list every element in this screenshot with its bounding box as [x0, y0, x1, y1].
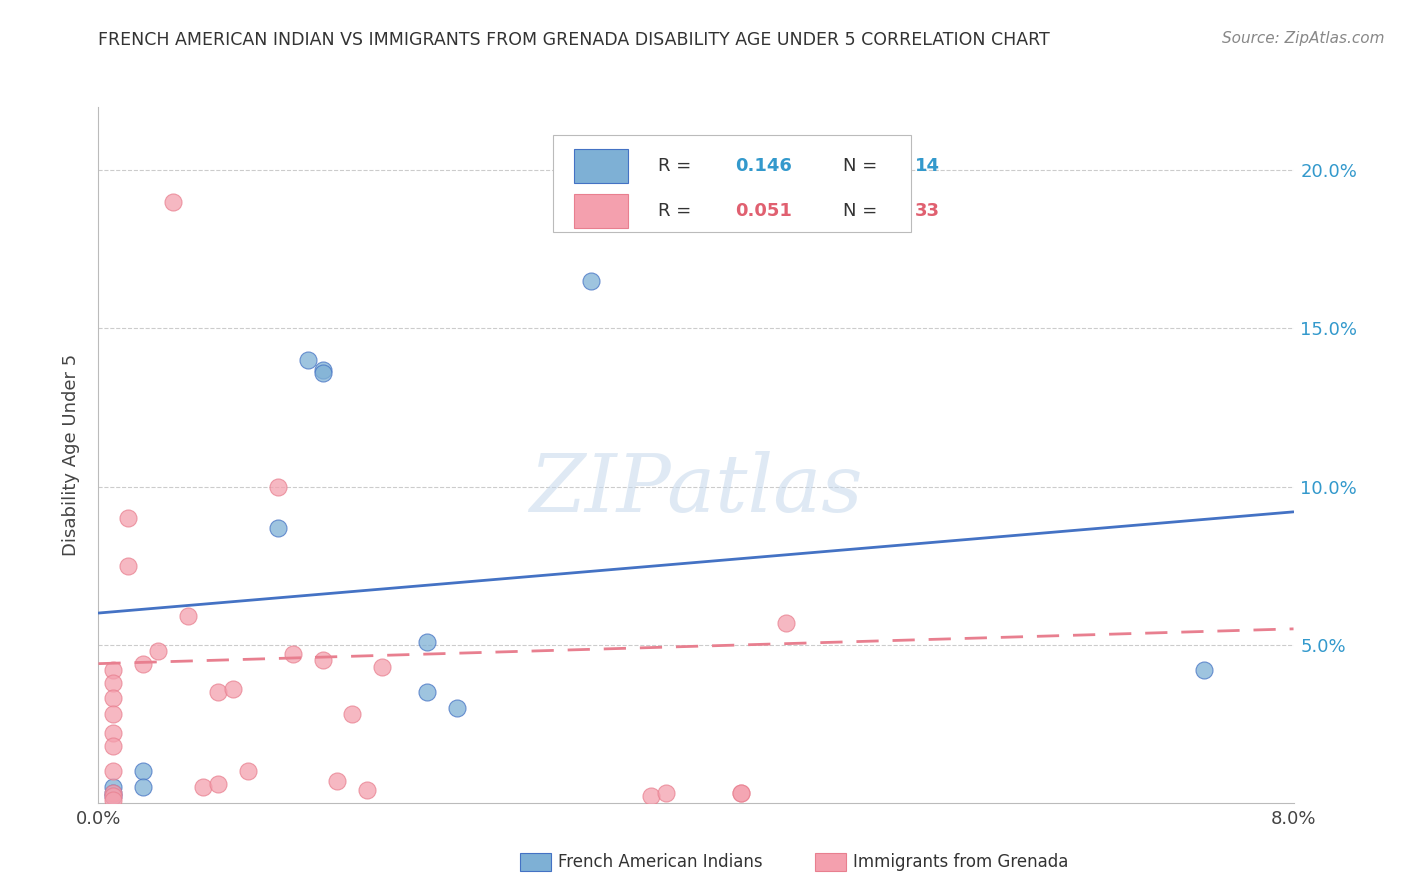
Point — [775, 615, 797, 630]
Point — [311, 366, 333, 380]
Text: FRENCH AMERICAN INDIAN VS IMMIGRANTS FROM GRENADA DISABILITY AGE UNDER 5 CORRELA: FRENCH AMERICAN INDIAN VS IMMIGRANTS FRO… — [98, 31, 1050, 49]
Point — [103, 691, 125, 706]
Text: N =: N = — [844, 157, 883, 175]
FancyBboxPatch shape — [553, 135, 911, 232]
Point — [162, 194, 184, 209]
Point — [103, 675, 125, 690]
Text: R =: R = — [658, 202, 697, 219]
Text: 14: 14 — [915, 157, 939, 175]
Point — [416, 634, 439, 648]
Point — [117, 511, 139, 525]
Point — [103, 789, 125, 804]
FancyBboxPatch shape — [574, 149, 628, 183]
Y-axis label: Disability Age Under 5: Disability Age Under 5 — [62, 354, 80, 556]
Point — [103, 792, 125, 806]
Point — [730, 786, 752, 800]
Point — [655, 786, 678, 800]
Point — [267, 521, 290, 535]
Point — [177, 609, 200, 624]
Point — [103, 707, 125, 722]
Text: French American Indians: French American Indians — [558, 853, 763, 871]
Point — [103, 726, 125, 740]
Point — [207, 777, 229, 791]
Point — [416, 685, 439, 699]
Point — [103, 764, 125, 779]
Text: Source: ZipAtlas.com: Source: ZipAtlas.com — [1222, 31, 1385, 46]
Text: ZIPatlas: ZIPatlas — [529, 451, 863, 528]
Text: R =: R = — [658, 157, 697, 175]
Text: Immigrants from Grenada: Immigrants from Grenada — [853, 853, 1069, 871]
Point — [311, 362, 333, 376]
Point — [326, 773, 349, 788]
Point — [148, 644, 170, 658]
Point — [103, 786, 125, 800]
Point — [356, 783, 378, 797]
Point — [132, 657, 155, 671]
Point — [191, 780, 214, 794]
FancyBboxPatch shape — [574, 194, 628, 227]
Point — [103, 739, 125, 753]
Point — [730, 786, 752, 800]
Text: 0.051: 0.051 — [735, 202, 793, 219]
Point — [281, 647, 304, 661]
Point — [640, 789, 662, 804]
Point — [311, 653, 333, 667]
Point — [222, 681, 245, 696]
Point — [132, 764, 155, 779]
Point — [342, 707, 364, 722]
Text: 0.146: 0.146 — [735, 157, 793, 175]
Text: 33: 33 — [915, 202, 939, 219]
Point — [581, 274, 603, 288]
Point — [103, 786, 125, 800]
Point — [207, 685, 229, 699]
Point — [1192, 663, 1215, 677]
Point — [103, 789, 125, 804]
Point — [267, 479, 290, 493]
Point — [103, 780, 125, 794]
Point — [236, 764, 259, 779]
Point — [117, 558, 139, 573]
Point — [371, 660, 394, 674]
Point — [132, 780, 155, 794]
Point — [103, 663, 125, 677]
Text: N =: N = — [844, 202, 883, 219]
Point — [297, 353, 319, 368]
Point — [446, 701, 468, 715]
